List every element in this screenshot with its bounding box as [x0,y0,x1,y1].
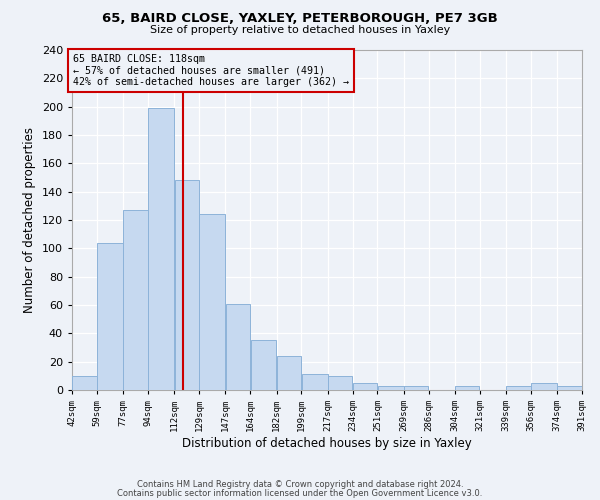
Bar [531,383,557,390]
Bar [377,386,404,390]
Bar [175,180,199,390]
Bar [277,356,301,390]
Text: 65, BAIRD CLOSE, YAXLEY, PETERBOROUGH, PE7 3GB: 65, BAIRD CLOSE, YAXLEY, PETERBOROUGH, P… [102,12,498,26]
Bar [506,386,530,390]
Bar [251,340,277,390]
Bar [404,386,428,390]
Bar [557,386,582,390]
Bar [226,304,250,390]
Bar [72,376,97,390]
Bar [124,210,148,390]
Bar [148,108,174,390]
Bar [455,386,479,390]
Text: Contains HM Land Registry data © Crown copyright and database right 2024.: Contains HM Land Registry data © Crown c… [137,480,463,489]
X-axis label: Distribution of detached houses by size in Yaxley: Distribution of detached houses by size … [182,437,472,450]
Text: 65 BAIRD CLOSE: 118sqm
← 57% of detached houses are smaller (491)
42% of semi-de: 65 BAIRD CLOSE: 118sqm ← 57% of detached… [73,54,349,88]
Text: Contains public sector information licensed under the Open Government Licence v3: Contains public sector information licen… [118,488,482,498]
Bar [302,374,328,390]
Bar [199,214,225,390]
Bar [97,242,123,390]
Y-axis label: Number of detached properties: Number of detached properties [23,127,36,313]
Bar [328,376,352,390]
Text: Size of property relative to detached houses in Yaxley: Size of property relative to detached ho… [150,25,450,35]
Bar [353,383,377,390]
